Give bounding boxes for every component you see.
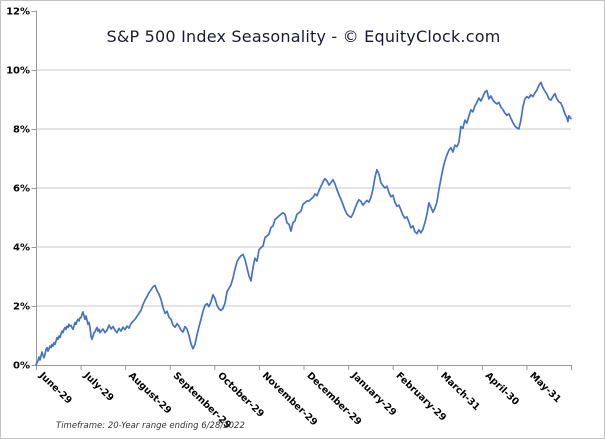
y-axis-label: 8% [13, 125, 30, 136]
x-axis-label: June-29 [36, 370, 74, 407]
y-axis-label: 10% [6, 66, 30, 77]
y-axis-label: 2% [13, 302, 30, 313]
y-axis-label: 6% [13, 184, 30, 195]
seasonality-line [35, 81, 572, 366]
x-axis-label: May-31 [527, 370, 563, 405]
x-axis-label: January-29 [348, 370, 398, 419]
y-axis-label: 0% [13, 361, 30, 372]
y-axis-label: 4% [13, 243, 30, 254]
x-axis-label: August-29 [126, 370, 173, 416]
x-axis-label: July-29 [81, 370, 116, 404]
x-axis-label: April-30 [483, 370, 522, 408]
y-axis-label: 12% [6, 7, 30, 18]
chart-title: S&P 500 Index Seasonality - © EquityCloc… [106, 27, 501, 46]
timeframe-note: Timeframe: 20-Year range ending 6/28/202… [56, 421, 245, 431]
x-axis-label: March-31 [438, 370, 482, 413]
